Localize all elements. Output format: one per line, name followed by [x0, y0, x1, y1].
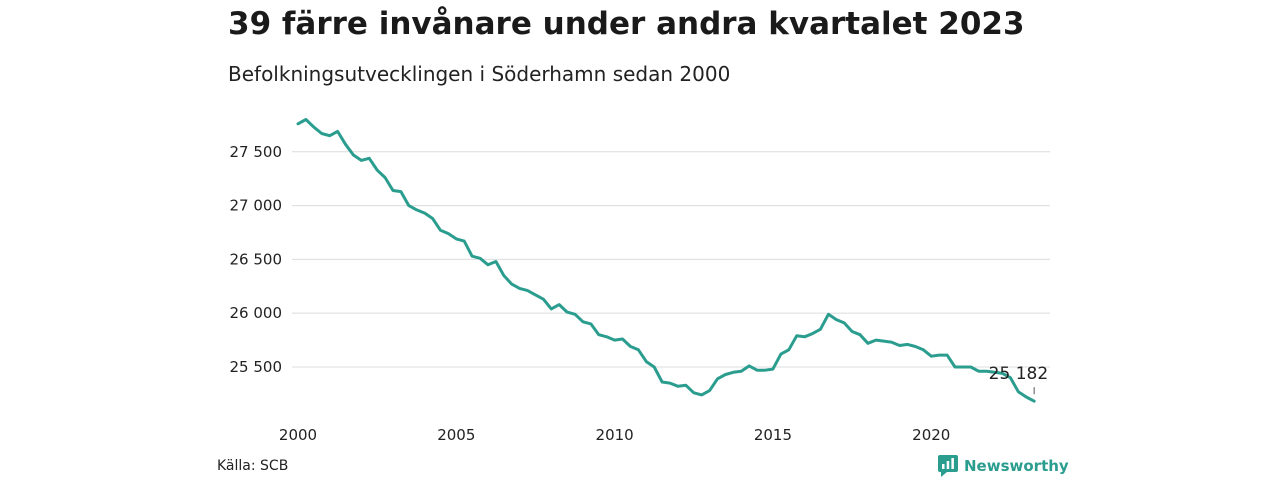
brand-name: Newsworthy — [964, 457, 1069, 475]
population-line — [296, 118, 1036, 403]
y-tick-label-25500: 25 500 — [230, 358, 283, 376]
newsworthy-logo-icon — [938, 455, 958, 477]
y-tick-label-26500: 26 500 — [230, 250, 283, 268]
y-tick-label-26000: 26 000 — [230, 304, 283, 322]
end-annotation: 25 182 — [989, 364, 1048, 395]
source-note: Källa: SCB — [217, 458, 289, 474]
population-series — [296, 118, 1036, 403]
chart-title: 39 färre invånare under andra kvartalet … — [228, 6, 1025, 42]
chart-subtitle: Befolkningsutvecklingen i Söderhamn seda… — [228, 62, 731, 86]
y-axis-tick-labels: 25 500 26 000 26 500 27 000 27 500 — [230, 143, 283, 376]
x-axis-tick-labels: 2000 2005 2010 2015 2020 — [279, 426, 950, 444]
grid-lines — [292, 151, 1050, 368]
y-tick-label-27500: 27 500 — [230, 143, 283, 161]
end-value-label: 25 182 — [989, 364, 1048, 384]
x-tick-label-2000: 2000 — [279, 426, 317, 444]
newsworthy-brand: Newsworthy — [938, 455, 1069, 477]
y-tick-label-27000: 27 000 — [230, 197, 283, 215]
x-tick-label-2010: 2010 — [596, 426, 634, 444]
x-tick-label-2015: 2015 — [754, 426, 792, 444]
x-tick-label-2005: 2005 — [437, 426, 475, 444]
x-tick-label-2020: 2020 — [912, 426, 950, 444]
